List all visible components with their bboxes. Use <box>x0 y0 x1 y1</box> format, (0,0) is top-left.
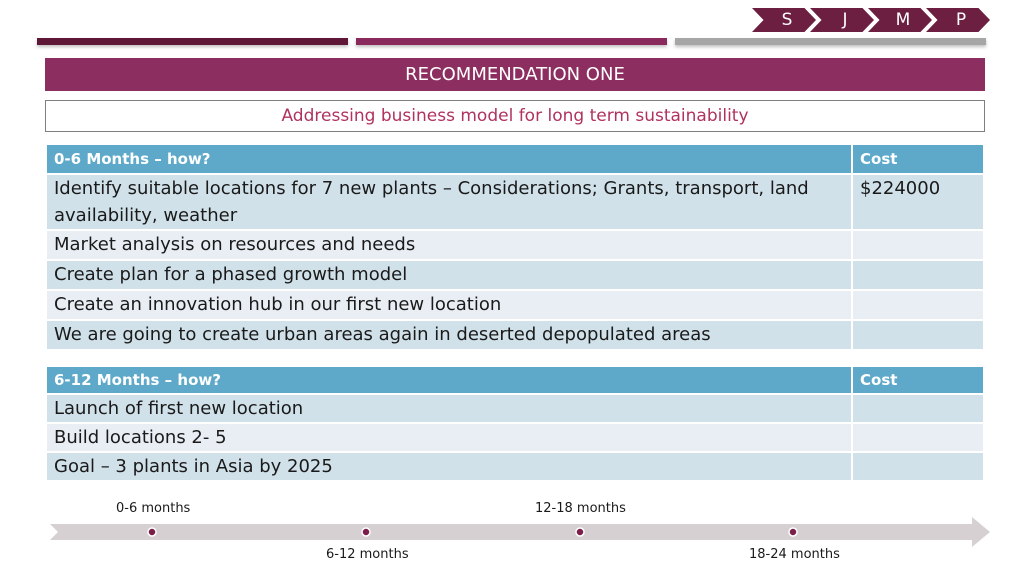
chevron-j[interactable]: J <box>810 8 874 32</box>
task-cell: Identify suitable locations for 7 new pl… <box>45 173 853 231</box>
timeline-arrow <box>50 517 990 547</box>
table-header-row: 6-12 Months – how? Cost <box>45 365 985 395</box>
decorative-bar <box>675 38 986 45</box>
table-row: We are going to create urban areas again… <box>45 319 985 351</box>
decorative-bar <box>356 38 667 45</box>
page-subtitle: Addressing business model for long term … <box>45 100 985 132</box>
chevron-label: M <box>895 10 911 30</box>
cost-cell <box>851 289 985 321</box>
timeline-label: 18-24 months <box>749 547 840 562</box>
timeline-marker <box>361 527 371 537</box>
table-row: Identify suitable locations for 7 new pl… <box>45 173 985 231</box>
timeline-marker <box>575 527 585 537</box>
table-header-row: 0-6 Months – how? Cost <box>45 143 985 175</box>
table-row: Create plan for a phased growth model <box>45 259 985 291</box>
table-row: Market analysis on resources and needs <box>45 229 985 261</box>
table-row: Build locations 2- 5 <box>45 422 985 453</box>
cost-cell <box>851 259 985 291</box>
column-header-task: 6-12 Months – how? <box>45 365 853 395</box>
table-row: Create an innovation hub in our first ne… <box>45 289 985 321</box>
table-row: Goal – 3 plants in Asia by 2025 <box>45 451 985 482</box>
plan-table-6-12-months: 6-12 Months – how? Cost Launch of first … <box>45 365 985 482</box>
cost-cell <box>851 319 985 351</box>
chevron-label: S <box>781 10 793 30</box>
task-cell: Market analysis on resources and needs <box>45 229 853 261</box>
task-cell: Build locations 2- 5 <box>45 422 853 453</box>
cost-cell <box>851 422 985 453</box>
timeline-label: 12-18 months <box>535 501 626 516</box>
table-row: Launch of first new location <box>45 393 985 424</box>
timeline: 0-6 months 6-12 months 12-18 months 18-2… <box>0 500 1024 570</box>
task-cell: Create plan for a phased growth model <box>45 259 853 291</box>
chevron-p[interactable]: P <box>926 8 990 32</box>
task-cell: We are going to create urban areas again… <box>45 319 853 351</box>
timeline-marker <box>788 527 798 537</box>
nav-chevrons: S J M P <box>752 8 992 32</box>
cost-cell <box>851 451 985 482</box>
cost-cell: $224000 <box>851 173 985 231</box>
chevron-m[interactable]: M <box>868 8 932 32</box>
timeline-label: 0-6 months <box>116 501 191 516</box>
plan-table-0-6-months: 0-6 Months – how? Cost Identify suitable… <box>45 143 985 351</box>
chevron-label: J <box>842 10 848 30</box>
column-header-task: 0-6 Months – how? <box>45 143 853 175</box>
cost-cell <box>851 229 985 261</box>
decorative-bar <box>37 38 348 45</box>
chevron-s[interactable]: S <box>752 8 816 32</box>
cost-cell <box>851 393 985 424</box>
task-cell: Create an innovation hub in our first ne… <box>45 289 853 321</box>
task-cell: Goal – 3 plants in Asia by 2025 <box>45 451 853 482</box>
timeline-label: 6-12 months <box>326 547 409 562</box>
column-header-cost: Cost <box>851 365 985 395</box>
chevron-label: P <box>955 10 967 30</box>
page-title: RECOMMENDATION ONE <box>45 58 985 91</box>
task-cell: Launch of first new location <box>45 393 853 424</box>
column-header-cost: Cost <box>851 143 985 175</box>
timeline-marker <box>147 527 157 537</box>
